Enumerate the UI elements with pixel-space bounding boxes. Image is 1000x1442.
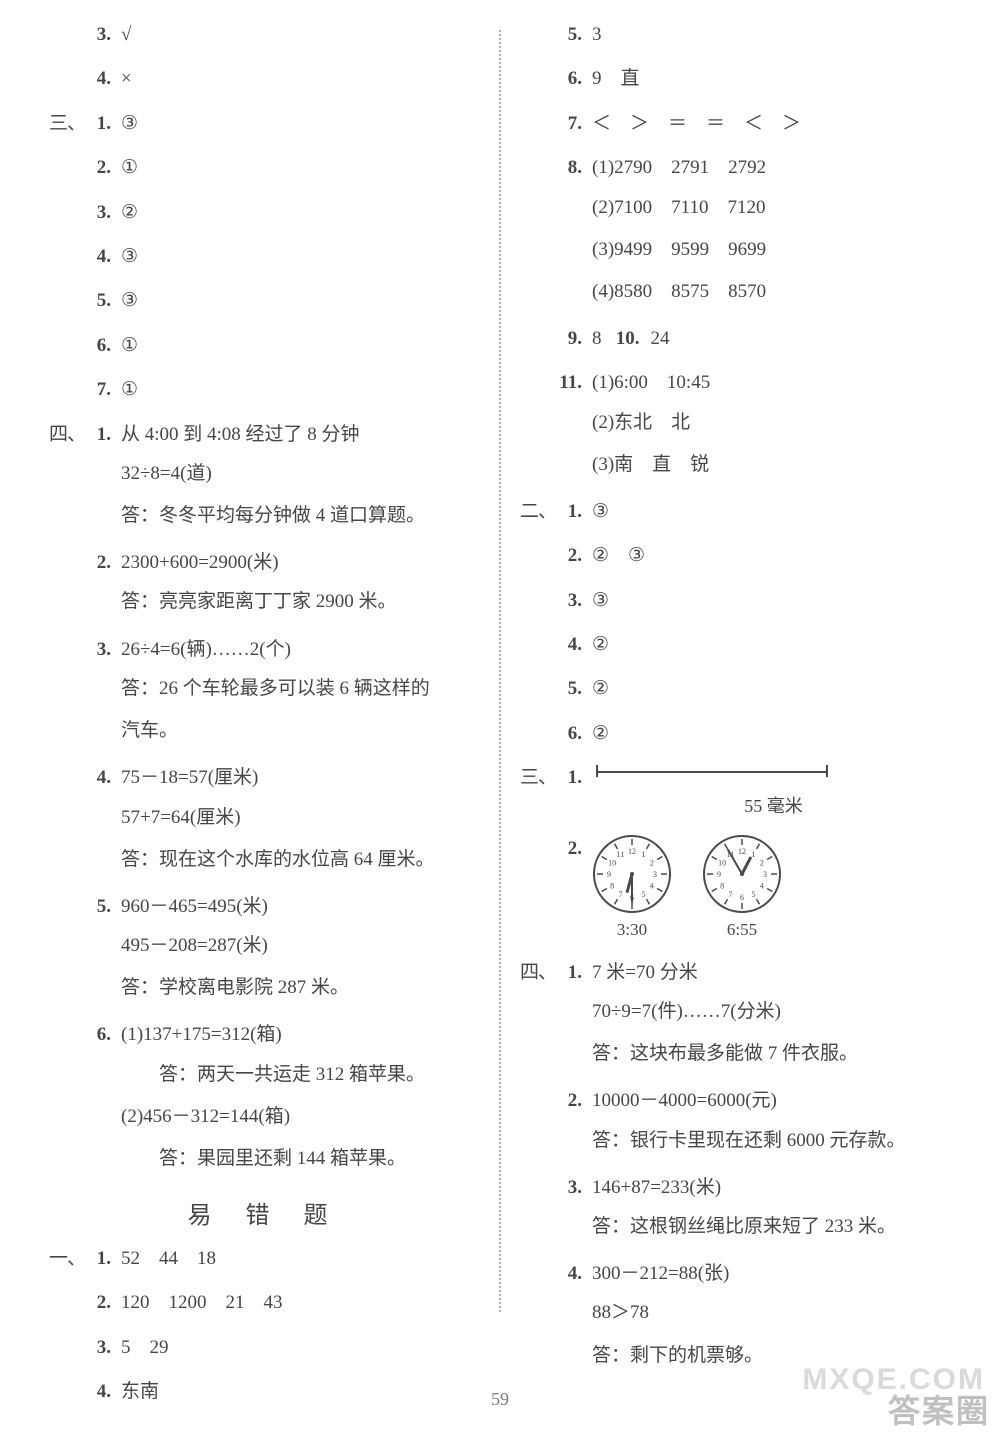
list-item: 四、 1. 从 4:00 到 4:08 经过了 8 分钟 32÷8=4(道) 答… (45, 420, 484, 535)
svg-text:5: 5 (642, 890, 646, 899)
item-number: 10. (616, 324, 646, 354)
svg-text:10: 10 (608, 859, 616, 868)
list-item: 6.① (45, 331, 484, 361)
line: 32÷8=4(道) (121, 456, 484, 492)
segment-label: 55 毫米 (592, 792, 955, 821)
list-item: 2. 10000－4000=6000(元) 答：银行卡里现在还剩 6000 元存… (516, 1086, 955, 1158)
list-item: 4. 75－18=57(厘米) 57+7=64(厘米) 答：现在这个水库的水位高… (45, 763, 484, 878)
item-number: 3. (85, 20, 115, 50)
list-item: 11. (1)6:00 10:45 (2)东北 北 (3)南 直 锐 (516, 368, 955, 483)
item-text: √ (115, 20, 484, 50)
list-item: 一、 1. 52 44 18 (45, 1244, 484, 1274)
list-item: 三、 1. 55 毫米 (516, 763, 955, 820)
list-item: 5.3 (516, 20, 955, 50)
list-item: 4. 300－212=88(张) 88＞78 答：剩下的机票够。 (516, 1259, 955, 1374)
list-item: 3.5 29 (45, 1333, 484, 1363)
list-item: 2. 121234567891011 3:30 121234567891011 … (516, 834, 955, 943)
list-item: 3. √ (45, 20, 484, 50)
list-item: 7.＜ ＞ ＝ ＝ ＜ ＞ (516, 109, 955, 139)
list-item: 3. 146+87=233(米) 答：这根钢丝绳比原来短了 233 米。 (516, 1173, 955, 1245)
list-item: 7.① (45, 375, 484, 405)
left-column: 3. √ 4. × 三、 1. ③ 2.① 3.② 4.③ 5.③ 6.① 7.… (30, 20, 499, 1322)
list-item: 2.② ③ (516, 541, 955, 571)
item-text: × (115, 64, 484, 94)
list-item: 6.② (516, 719, 955, 749)
svg-text:3: 3 (763, 870, 767, 879)
list-item: 5.③ (45, 286, 484, 316)
list-item: 三、 1. ③ (45, 109, 484, 139)
section-label: 三、 (45, 109, 85, 139)
line: 答：冬冬平均每分钟做 4 道口算题。 (121, 498, 484, 534)
svg-text:1: 1 (642, 850, 646, 859)
item-number: 1. (85, 109, 115, 139)
page-container: 3. √ 4. × 三、 1. ③ 2.① 3.② 4.③ 5.③ 6.① 7.… (0, 0, 1000, 1382)
section-heading: 易 错 题 (45, 1195, 484, 1230)
clock-label: 6:55 (702, 916, 782, 943)
svg-text:7: 7 (729, 890, 733, 899)
list-item: 2.① (45, 153, 484, 183)
svg-text:9: 9 (717, 870, 721, 879)
list-item: 4. × (45, 64, 484, 94)
svg-text:2: 2 (760, 859, 764, 868)
svg-text:8: 8 (610, 882, 614, 891)
line-segment-icon (592, 767, 832, 791)
list-item: 2.120 1200 21 43 (45, 1288, 484, 1318)
list-item: 4.③ (45, 242, 484, 272)
section-label: 一、 (45, 1244, 85, 1274)
list-item: 2. 2300+600=2900(米) 答：亮亮家距离丁丁家 2900 米。 (45, 548, 484, 620)
list-item: 四、 1. 7 米=70 分米 70÷9=7(件)……7(分米) 答：这块布最多… (516, 958, 955, 1073)
list-item: 3.② (45, 198, 484, 228)
list-item: 5. 960－465=495(米) 495－208=287(米) 答：学校离电影… (45, 892, 484, 1007)
watermark-text: 答案圈 (888, 1386, 990, 1432)
svg-text:8: 8 (720, 882, 724, 891)
list-item: 3.③ (516, 586, 955, 616)
clock-icon: 121234567891011 3:30 (592, 834, 672, 943)
list-item: 9. 8 10. 24 (516, 324, 955, 354)
svg-text:2: 2 (650, 859, 654, 868)
svg-text:12: 12 (738, 847, 746, 856)
right-column: 5.3 6.9 直 7.＜ ＞ ＝ ＝ ＜ ＞ 8. (1)2790 2791 … (501, 20, 970, 1322)
svg-text:4: 4 (760, 882, 764, 891)
svg-text:6: 6 (740, 893, 744, 902)
svg-text:12: 12 (628, 847, 636, 856)
svg-text:10: 10 (718, 859, 726, 868)
svg-text:3: 3 (653, 870, 657, 879)
svg-text:5: 5 (752, 890, 756, 899)
item-number: 1. (85, 420, 115, 450)
svg-text:4: 4 (650, 882, 654, 891)
svg-text:7: 7 (619, 890, 623, 899)
section-label: 四、 (45, 420, 85, 450)
list-item: 6. (1)137+175=312(箱) 答：两天一共运走 312 箱苹果。 (… (45, 1020, 484, 1177)
list-item: 5.② (516, 674, 955, 704)
svg-text:1: 1 (752, 850, 756, 859)
svg-text:11: 11 (617, 850, 625, 859)
list-item: 8. (1)2790 2791 2792 (2)7100 7110 7120 (… (516, 153, 955, 310)
svg-text:9: 9 (607, 870, 611, 879)
clock-icon: 121234567891011 6:55 (702, 834, 782, 943)
list-item: 二、 1. ③ (516, 497, 955, 527)
list-item: 6.9 直 (516, 64, 955, 94)
list-item: 4.② (516, 630, 955, 660)
list-item: 3. 26÷4=6(辆)……2(个) 答：26 个车轮最多可以装 6 辆这样的 … (45, 635, 484, 750)
item-text: ③ (115, 109, 484, 139)
clock-label: 3:30 (592, 916, 672, 943)
item-number: 4. (85, 64, 115, 94)
line: 从 4:00 到 4:08 经过了 8 分钟 (121, 420, 484, 450)
